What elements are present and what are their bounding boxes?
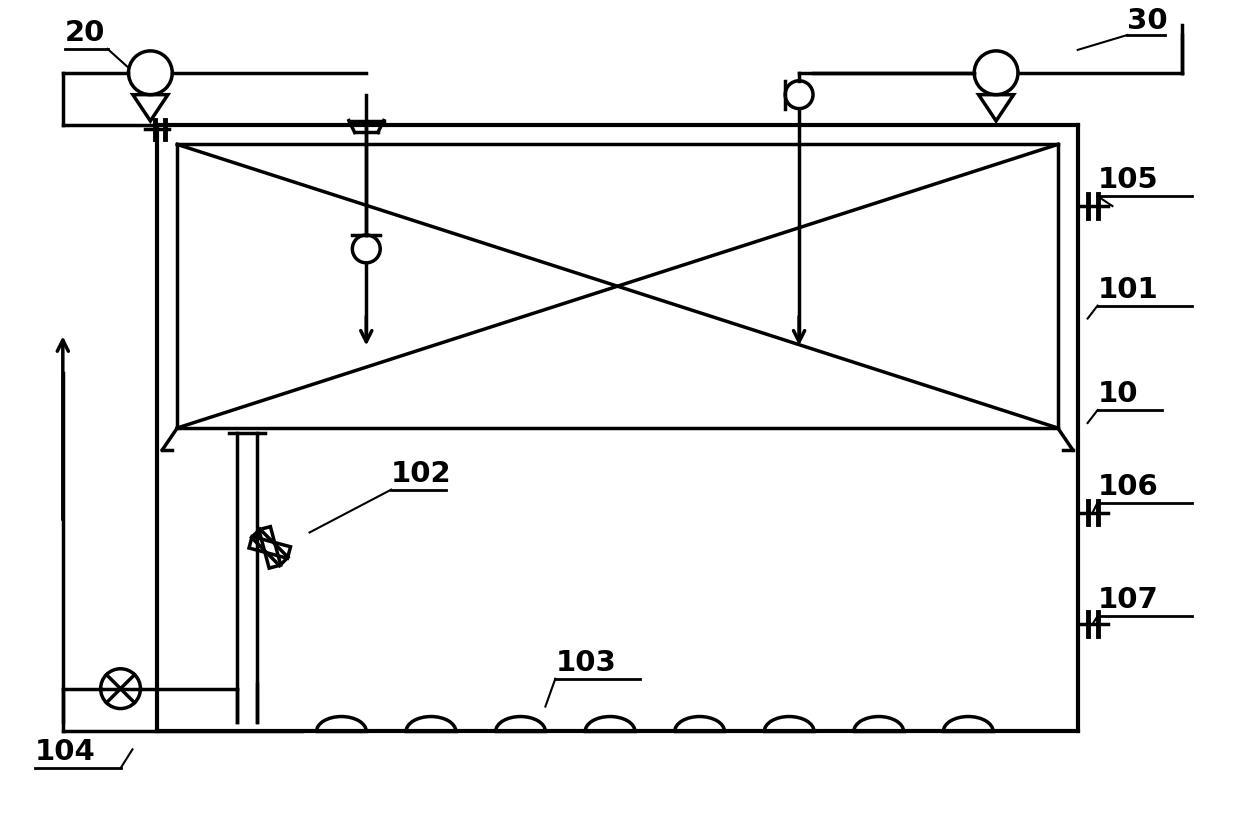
Text: 30: 30 (1127, 7, 1168, 35)
Text: 105: 105 (1097, 166, 1158, 195)
Text: 106: 106 (1097, 473, 1158, 501)
Text: 20: 20 (64, 19, 105, 47)
Text: 103: 103 (556, 649, 616, 677)
Text: 10: 10 (1097, 380, 1138, 408)
Text: 101: 101 (1097, 276, 1158, 304)
Text: 107: 107 (1097, 586, 1158, 614)
Text: 104: 104 (35, 738, 95, 766)
Text: 102: 102 (391, 460, 451, 488)
